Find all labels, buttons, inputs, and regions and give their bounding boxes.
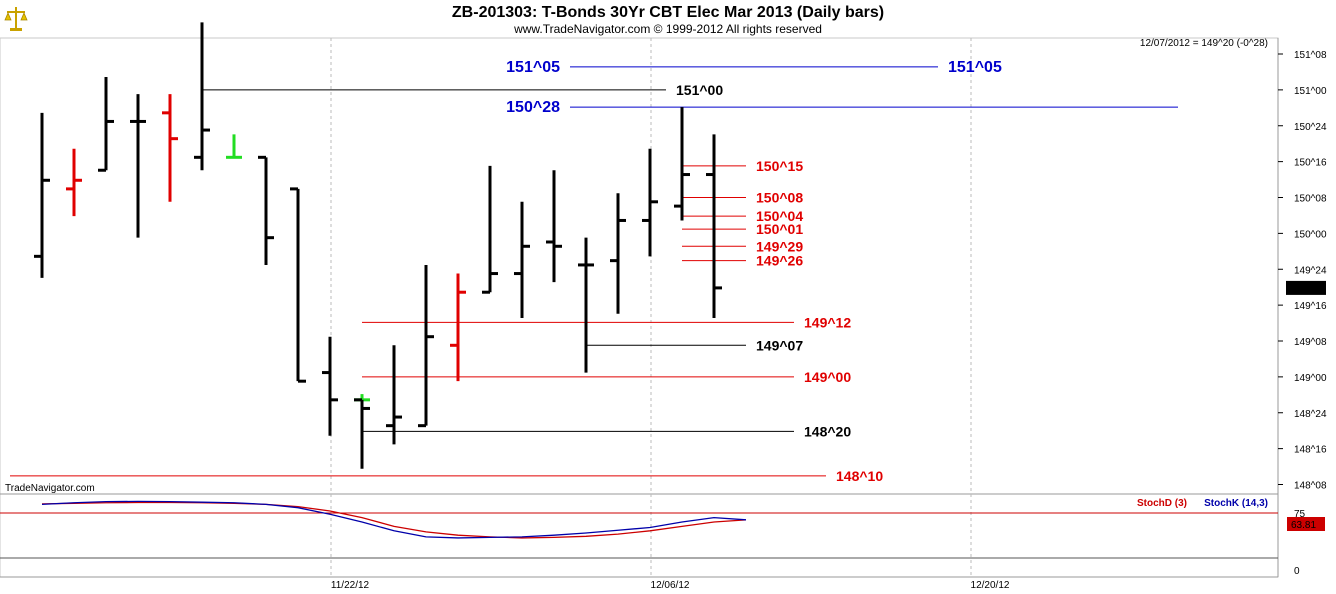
ohlc-bar [514, 201, 530, 319]
level-label: 149^07 [756, 337, 803, 353]
x-tick-label: 12/20/12 [971, 580, 1010, 591]
stoch-last-marker [1287, 517, 1325, 531]
level-lines: 151^05 151^05 151^00 150^28 150^15 150^08 150^… [10, 59, 1178, 484]
y-tick-label: 148^08 [1294, 481, 1327, 492]
ohlc-bar [226, 134, 242, 159]
copyright-line: www.TradeNavigator.com © 1999-2012 All r… [513, 22, 822, 36]
level-label: 150^28 [506, 99, 560, 116]
ohlc-bar [258, 155, 274, 265]
level-label: 149^12 [804, 314, 851, 330]
ohlc-bar [706, 134, 722, 319]
stoch-series-line [41, 501, 747, 539]
ohlc-bar [290, 187, 306, 383]
last-price-marker [1286, 280, 1326, 295]
level-label: 151^05 [948, 59, 1002, 76]
ohlc-bar [34, 112, 50, 278]
last-price-info: 12/07/2012 = 149^20 (-0^28) [1140, 38, 1268, 49]
plot-frame [0, 37, 1279, 578]
scales-logo-icon [4, 4, 28, 32]
y-tick-label: 151^00 [1294, 86, 1327, 97]
ohlc-bar [674, 107, 690, 221]
level-label: 149^26 [756, 253, 803, 269]
chart-title: ZB-201303: T-Bonds 30Yr CBT Elec Mar 201… [452, 4, 884, 21]
ohlc-bar [130, 94, 146, 238]
stoch-series-line [41, 500, 747, 539]
y-tick-label: 149^08 [1294, 337, 1327, 348]
level-label: 148^20 [804, 423, 851, 439]
stoch-tick-label: 75 [1294, 509, 1306, 520]
ohlc-bar [354, 398, 370, 469]
y-tick-label: 150^24 [1294, 122, 1327, 133]
ohlc-bar [386, 345, 402, 445]
ohlc-bar [194, 22, 210, 171]
price-bars [34, 22, 722, 469]
ohlc-bar [98, 76, 114, 172]
level-label: 150^08 [756, 190, 803, 206]
ohlc-bar [578, 237, 594, 373]
watermark: TradeNavigator.com [5, 483, 95, 494]
last-price-label: 149^20 [1290, 284, 1323, 295]
y-tick-label: 151^08 [1294, 50, 1327, 61]
level-label: 150^04 [756, 208, 803, 224]
y-tick-label: 148^24 [1294, 409, 1327, 420]
ohlc-bar [450, 273, 466, 382]
level-label: 148^10 [836, 468, 883, 484]
date-axis: 11/22/12 12/06/12 12/20/12 [331, 580, 1010, 591]
y-tick-label: 150^00 [1294, 229, 1327, 240]
y-tick-label: 148^16 [1294, 445, 1327, 456]
level-label: 149^00 [804, 369, 851, 385]
level-label: 151^00 [676, 82, 723, 98]
price-axis: 151^08 151^00 150^24 150^16 150^08 150^00 149^… [1278, 50, 1327, 492]
y-tick-label: 150^16 [1294, 158, 1327, 169]
level-label: 150^01 [756, 221, 803, 237]
ohlc-bar [642, 148, 658, 257]
level-label: 151^05 [506, 59, 560, 76]
y-tick-label: 149^00 [1294, 373, 1327, 384]
x-tick-label: 11/22/12 [331, 580, 370, 591]
stochastic-panel: StochD (3) StochK (14,3) 75 0 63.81 [0, 498, 1325, 577]
ohlc-bar [162, 94, 178, 202]
ohlc-bar [66, 148, 82, 217]
y-tick-label: 149^16 [1294, 301, 1327, 312]
ohlc-bar [482, 165, 498, 294]
level-label: 150^15 [756, 158, 803, 174]
level-label: 149^29 [756, 238, 803, 254]
y-tick-label: 149^24 [1294, 265, 1327, 276]
ohlc-bar [418, 264, 434, 428]
x-tick-label: 12/06/12 [651, 580, 690, 591]
ohlc-bar [322, 336, 338, 436]
y-tick-label: 150^08 [1294, 194, 1327, 205]
legend-stochk: StochK (14,3) [1204, 498, 1268, 509]
legend-stochd: StochD (3) [1137, 498, 1187, 509]
ohlc-bar [610, 193, 626, 314]
ohlc-bar [546, 170, 562, 283]
stoch-last-label: 63.81 [1291, 520, 1316, 531]
stoch-tick-label: 0 [1294, 566, 1300, 577]
